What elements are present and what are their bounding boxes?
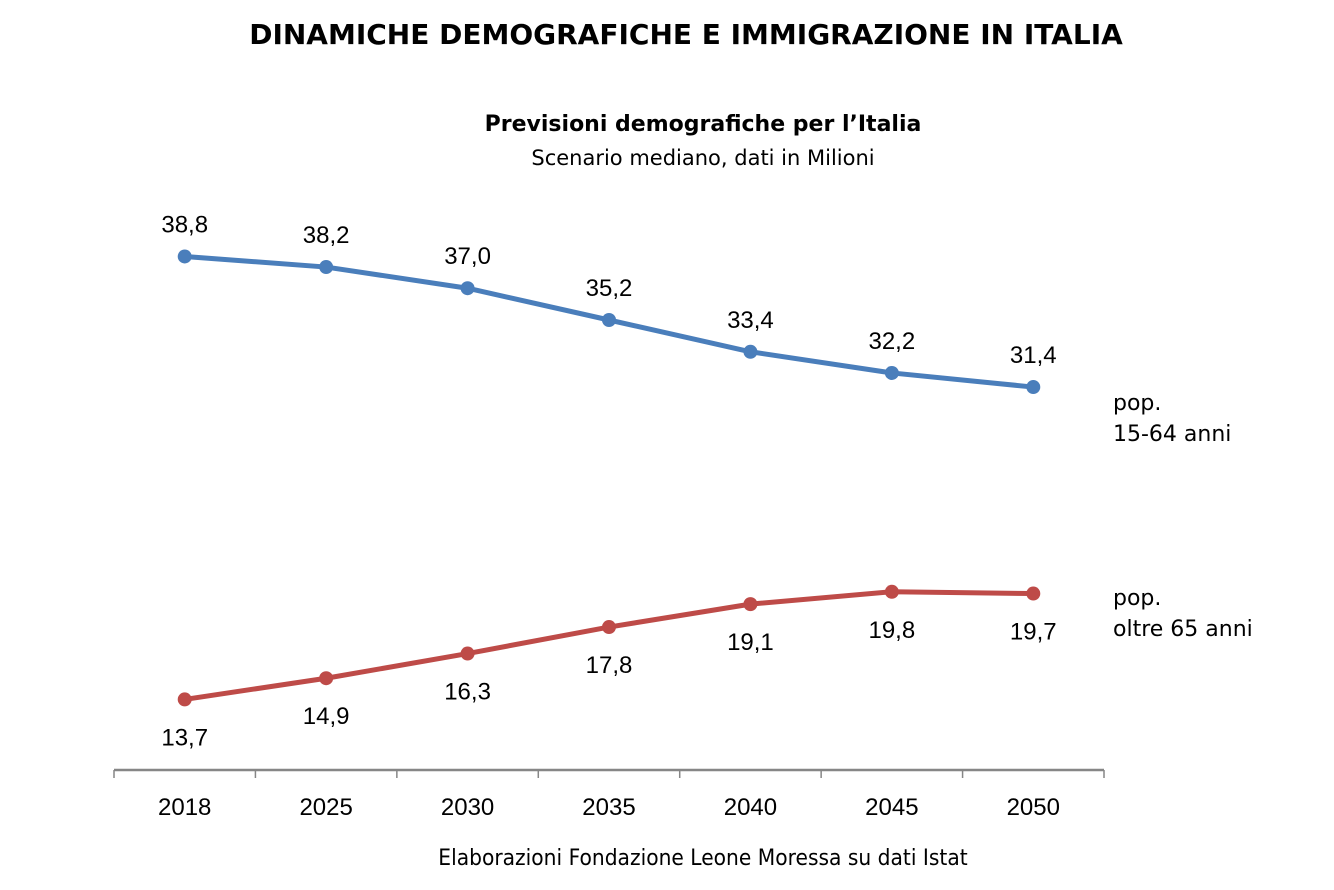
data-label: 16,3 bbox=[444, 679, 491, 706]
data-label: 17,8 bbox=[586, 652, 633, 679]
data-label: 31,4 bbox=[1010, 342, 1057, 369]
data-label: 33,4 bbox=[727, 307, 774, 334]
data-point bbox=[743, 344, 758, 359]
data-label: 19,8 bbox=[868, 617, 915, 644]
chart-subtitle: Scenario mediano, dati in Milioni bbox=[531, 146, 875, 170]
source-note: Elaborazioni Fondazione Leone Moressa su… bbox=[438, 846, 968, 871]
data-point bbox=[319, 260, 334, 275]
data-point bbox=[884, 365, 899, 380]
data-point bbox=[460, 646, 475, 661]
data-point bbox=[177, 249, 192, 264]
data-point bbox=[602, 313, 616, 327]
data-label: 35,2 bbox=[586, 275, 633, 302]
x-tick-label: 2050 bbox=[1007, 794, 1060, 821]
x-tick-label: 2040 bbox=[724, 794, 777, 821]
data-label: 38,2 bbox=[303, 222, 350, 249]
data-point bbox=[884, 584, 899, 599]
data-label: 19,1 bbox=[727, 629, 774, 656]
main-title: DINAMICHE DEMOGRAFICHE E IMMIGRAZIONE IN… bbox=[249, 18, 1123, 51]
data-label: 32,2 bbox=[868, 328, 915, 355]
series-label-line: 15-64 anni bbox=[1113, 422, 1232, 447]
chart-title: Previsioni demografiche per l’Italia bbox=[484, 112, 922, 137]
data-point bbox=[602, 620, 616, 635]
data-label: 13,7 bbox=[161, 724, 208, 751]
series-label-line: oltre 65 anni bbox=[1113, 617, 1253, 642]
data-label: 19,7 bbox=[1010, 619, 1057, 646]
series-label-line: pop. bbox=[1113, 391, 1162, 416]
data-point bbox=[1026, 380, 1041, 395]
x-tick-label: 2018 bbox=[158, 794, 211, 821]
x-tick-label: 2045 bbox=[865, 794, 918, 821]
data-point bbox=[743, 597, 758, 612]
series-line bbox=[182, 589, 1036, 702]
data-label: 14,9 bbox=[303, 703, 350, 730]
x-tick-label: 2030 bbox=[441, 794, 494, 821]
series-label-elderly: pop. oltre 65 anni bbox=[1113, 583, 1253, 645]
data-point bbox=[319, 671, 334, 686]
data-point bbox=[177, 692, 192, 707]
series-label-line: pop. bbox=[1113, 586, 1162, 611]
x-tick-label: 2035 bbox=[582, 794, 635, 821]
x-tick-label: 2025 bbox=[299, 794, 352, 821]
data-point bbox=[460, 281, 475, 296]
data-label: 38,8 bbox=[161, 211, 208, 238]
data-label: 37,0 bbox=[444, 243, 491, 270]
series-label-working-age: pop. 15-64 anni bbox=[1113, 388, 1231, 450]
data-point bbox=[1026, 586, 1041, 601]
